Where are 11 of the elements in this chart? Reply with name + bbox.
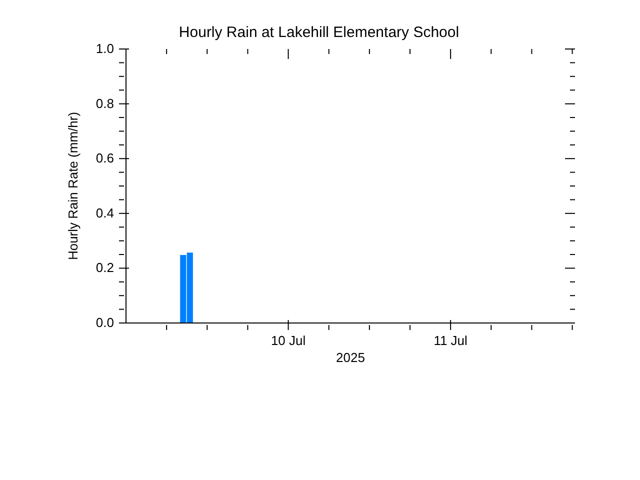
y-tick-label: 0.4 xyxy=(96,205,114,220)
x-tick-label: 10 Jul xyxy=(270,333,306,348)
chart-title: Hourly Rain at Lakehill Elementary School xyxy=(178,24,460,41)
y-axis-title: Hourly Rain Rate (mm/hr) xyxy=(66,112,81,260)
x-tick-label: 11 Jul xyxy=(434,333,468,348)
x-axis-title: 2025 xyxy=(336,350,365,366)
y-tick-label: 0.8 xyxy=(96,96,114,111)
y-tick-label: 0.6 xyxy=(96,150,114,166)
y-tick-label: 0.0 xyxy=(96,315,114,330)
y-tick-label: 0.2 xyxy=(96,260,114,276)
y-tick-label: 1.0 xyxy=(96,41,114,56)
